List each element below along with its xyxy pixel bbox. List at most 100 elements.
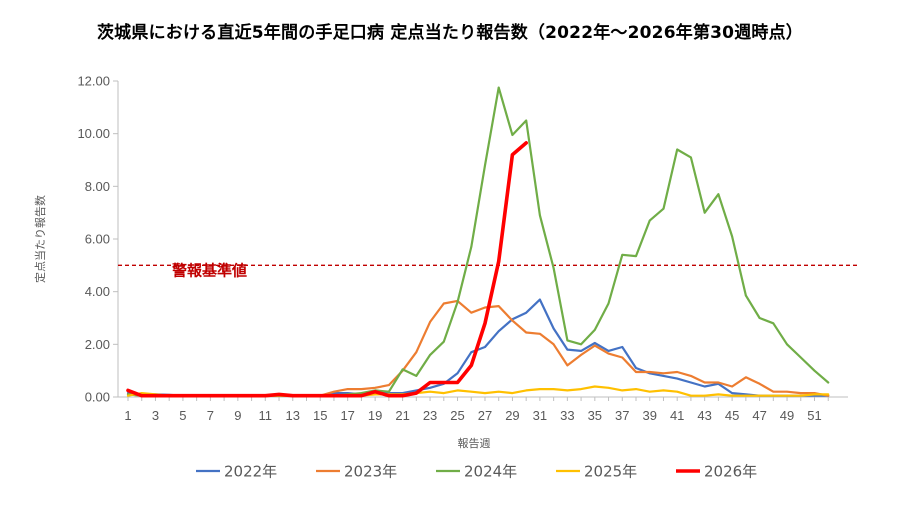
data-point-s2-w20 [387,384,390,387]
x-tick-label: 31 [533,408,547,423]
data-point-s4-w38 [635,388,637,390]
x-tick-label: 27 [478,408,492,423]
data-point-s2-w37 [621,356,624,359]
data-point-s3-w30 [525,119,528,122]
x-tick-label: 9 [234,408,241,423]
data-point-s3-w33 [566,339,569,342]
data-point-s4-w24 [442,392,445,394]
data-point-s4-w29 [511,392,514,394]
x-tick-label: 17 [340,408,354,423]
data-point-s5-w22 [415,392,418,394]
data-point-s3-w42 [690,156,692,159]
data-point-s3-w52 [827,381,830,384]
data-point-s1-w34 [580,350,582,352]
data-point-s1-w41 [676,377,679,380]
data-point-s1-w28 [497,330,500,333]
data-point-s4-w43 [703,394,706,397]
data-point-s2-w29 [511,319,514,322]
x-tick-label: 35 [588,408,602,423]
data-point-s4-w25 [456,389,459,392]
data-point-s2-w39 [648,371,651,373]
data-point-s4-w27 [484,392,486,394]
data-point-s4-w33 [566,389,569,392]
series-line-5 [126,141,529,398]
x-tick-label: 1 [124,408,131,423]
data-point-s4-w19 [374,393,377,396]
x-tick-label: 39 [643,408,657,423]
data-point-s1-w43 [703,385,706,388]
x-tick-label: 37 [615,408,629,423]
x-tick-label: 45 [725,408,739,423]
data-point-s5-w16 [333,394,335,397]
x-tick-label: 43 [697,408,711,423]
data-point-s4-w31 [539,388,541,390]
data-point-s5-w8 [223,394,226,397]
data-point-s5-w30 [525,141,528,144]
y-tick-label: 4.00 [85,284,110,299]
x-axis-label: 報告週 [458,437,491,450]
data-point-s2-w18 [360,388,363,390]
data-point-s4-w40 [662,389,665,392]
data-point-s5-w10 [250,394,253,397]
data-point-s4-w46 [744,394,747,397]
data-point-s1-w32 [552,327,555,330]
y-tick-label: 0.00 [85,390,110,405]
data-point-s5-w12 [278,393,280,396]
data-point-s3-w21 [401,368,404,371]
x-tick-label: 21 [395,408,409,423]
x-tick-label: 49 [780,408,794,423]
data-point-s1-w23 [429,386,431,389]
data-point-s5-w26 [470,364,473,367]
data-point-s3-w32 [552,267,555,269]
y-tick-label: 10.00 [77,126,110,141]
data-point-s3-w35 [593,328,596,331]
data-point-s3-w23 [429,353,431,356]
data-point-s2-w46 [744,376,747,379]
data-point-s4-w39 [648,390,651,393]
data-point-s2-w43 [703,381,706,384]
x-tick-label: 47 [752,408,766,423]
data-point-s2-w16 [333,390,335,393]
data-point-s5-w18 [360,394,363,397]
y-tick-label: 6.00 [85,232,110,247]
x-tick-label: 7 [207,408,214,423]
data-point-s3-w24 [442,340,445,343]
data-point-s3-w29 [511,134,514,136]
data-point-s4-w42 [690,394,692,397]
data-point-s5-w21 [401,394,404,397]
data-point-s2-w40 [662,372,665,375]
data-point-s2-w45 [731,385,734,388]
data-point-s4-w32 [552,388,555,390]
data-point-s2-w49 [786,390,788,393]
data-point-s3-w18 [360,392,363,394]
data-point-s1-w38 [635,367,637,369]
data-point-s1-w33 [566,348,569,351]
data-point-s3-w39 [648,219,651,222]
data-point-s4-w48 [772,394,775,397]
data-point-s4-w1 [127,394,129,397]
data-point-s4-w28 [497,390,500,393]
data-point-s3-w37 [621,253,624,256]
data-point-s2-w24 [442,302,445,305]
data-point-s3-w36 [607,302,610,305]
data-point-s5-w7 [209,394,212,397]
data-point-s3-w45 [731,235,734,238]
data-point-s3-w50 [799,356,802,359]
data-point-s5-w5 [182,394,184,397]
data-point-s4-w37 [621,389,624,392]
data-point-s5-w29 [511,153,514,156]
data-point-s4-w51 [813,393,816,396]
x-tick-label: 25 [450,408,464,423]
data-point-s1-w45 [731,392,734,394]
data-point-s5-w3 [154,394,157,397]
data-point-s5-w13 [291,394,294,397]
data-point-s4-w35 [593,385,596,388]
data-point-s3-w44 [717,193,720,196]
reference-line-label: 警報基準値 [171,261,247,279]
data-point-s4-w34 [580,388,582,390]
data-point-s2-w23 [429,321,431,323]
y-axis-label: 定点当たり報告数 [33,195,47,283]
data-point-s2-w27 [484,306,486,309]
data-point-s3-w27 [484,164,486,167]
